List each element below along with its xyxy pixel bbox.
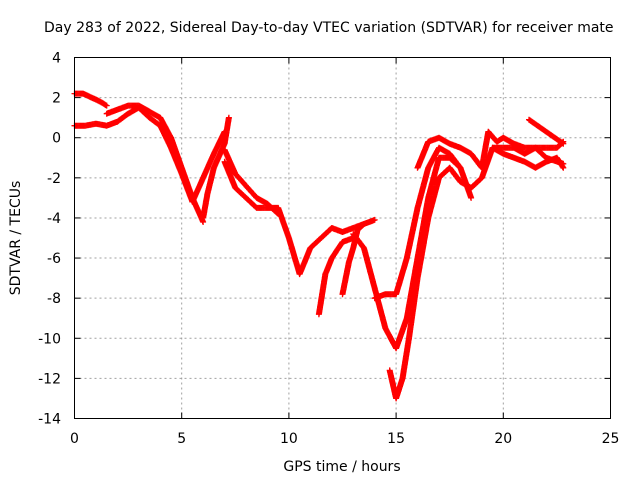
x-tick-label: 5 bbox=[177, 431, 186, 447]
series-trace-13 bbox=[489, 144, 567, 171]
data-point bbox=[103, 102, 110, 109]
y-tick-label: -14 bbox=[38, 412, 61, 428]
y-tick-label: -12 bbox=[38, 371, 61, 387]
data-point bbox=[468, 194, 475, 201]
y-tick-label: 0 bbox=[52, 131, 61, 147]
series-trace-1 bbox=[71, 104, 228, 205]
series-trace-6 bbox=[221, 146, 282, 217]
data-point bbox=[371, 216, 378, 223]
x-tick-label: 15 bbox=[387, 431, 405, 447]
data-point bbox=[457, 164, 464, 171]
plot-frame bbox=[74, 57, 611, 419]
y-tick-label: -10 bbox=[38, 331, 61, 347]
x-tick-label: 10 bbox=[280, 431, 298, 447]
x-tick-label: 20 bbox=[494, 431, 512, 447]
y-tick-label: -8 bbox=[47, 291, 61, 307]
data-point bbox=[560, 140, 567, 147]
series-trace-2 bbox=[71, 90, 110, 109]
x-tick-label: 0 bbox=[70, 431, 79, 447]
x-tick-label: 25 bbox=[602, 431, 620, 447]
y-tick-label: -4 bbox=[47, 211, 61, 227]
chart-title: Day 283 of 2022, Sidereal Day-to-day VTE… bbox=[44, 20, 614, 36]
data-markers bbox=[71, 90, 567, 402]
grid-lines bbox=[74, 57, 611, 419]
y-tick-label: -6 bbox=[47, 251, 61, 267]
data-point bbox=[275, 210, 282, 217]
data-point bbox=[225, 114, 232, 121]
y-tick-label: -2 bbox=[47, 171, 61, 187]
y-tick-label: 2 bbox=[52, 91, 61, 107]
data-point bbox=[360, 221, 367, 227]
series-trace-7 bbox=[315, 235, 357, 318]
series-trace-14 bbox=[526, 116, 567, 147]
axes: 0 5 10 15 20 25 -14 -12 -10 -8 -6 -4 -2 0 2 4 bbox=[38, 51, 619, 448]
x-axis-label: GPS time / hours bbox=[283, 459, 400, 475]
series-trace-4 bbox=[200, 114, 232, 221]
series-trace-3 bbox=[103, 102, 207, 225]
data-point bbox=[560, 164, 567, 171]
y-tick-label: 4 bbox=[52, 51, 61, 67]
data-point bbox=[274, 210, 281, 217]
series-trace-10 bbox=[371, 144, 464, 302]
y-axis-label: SDTVAR / TECUs bbox=[8, 181, 24, 296]
